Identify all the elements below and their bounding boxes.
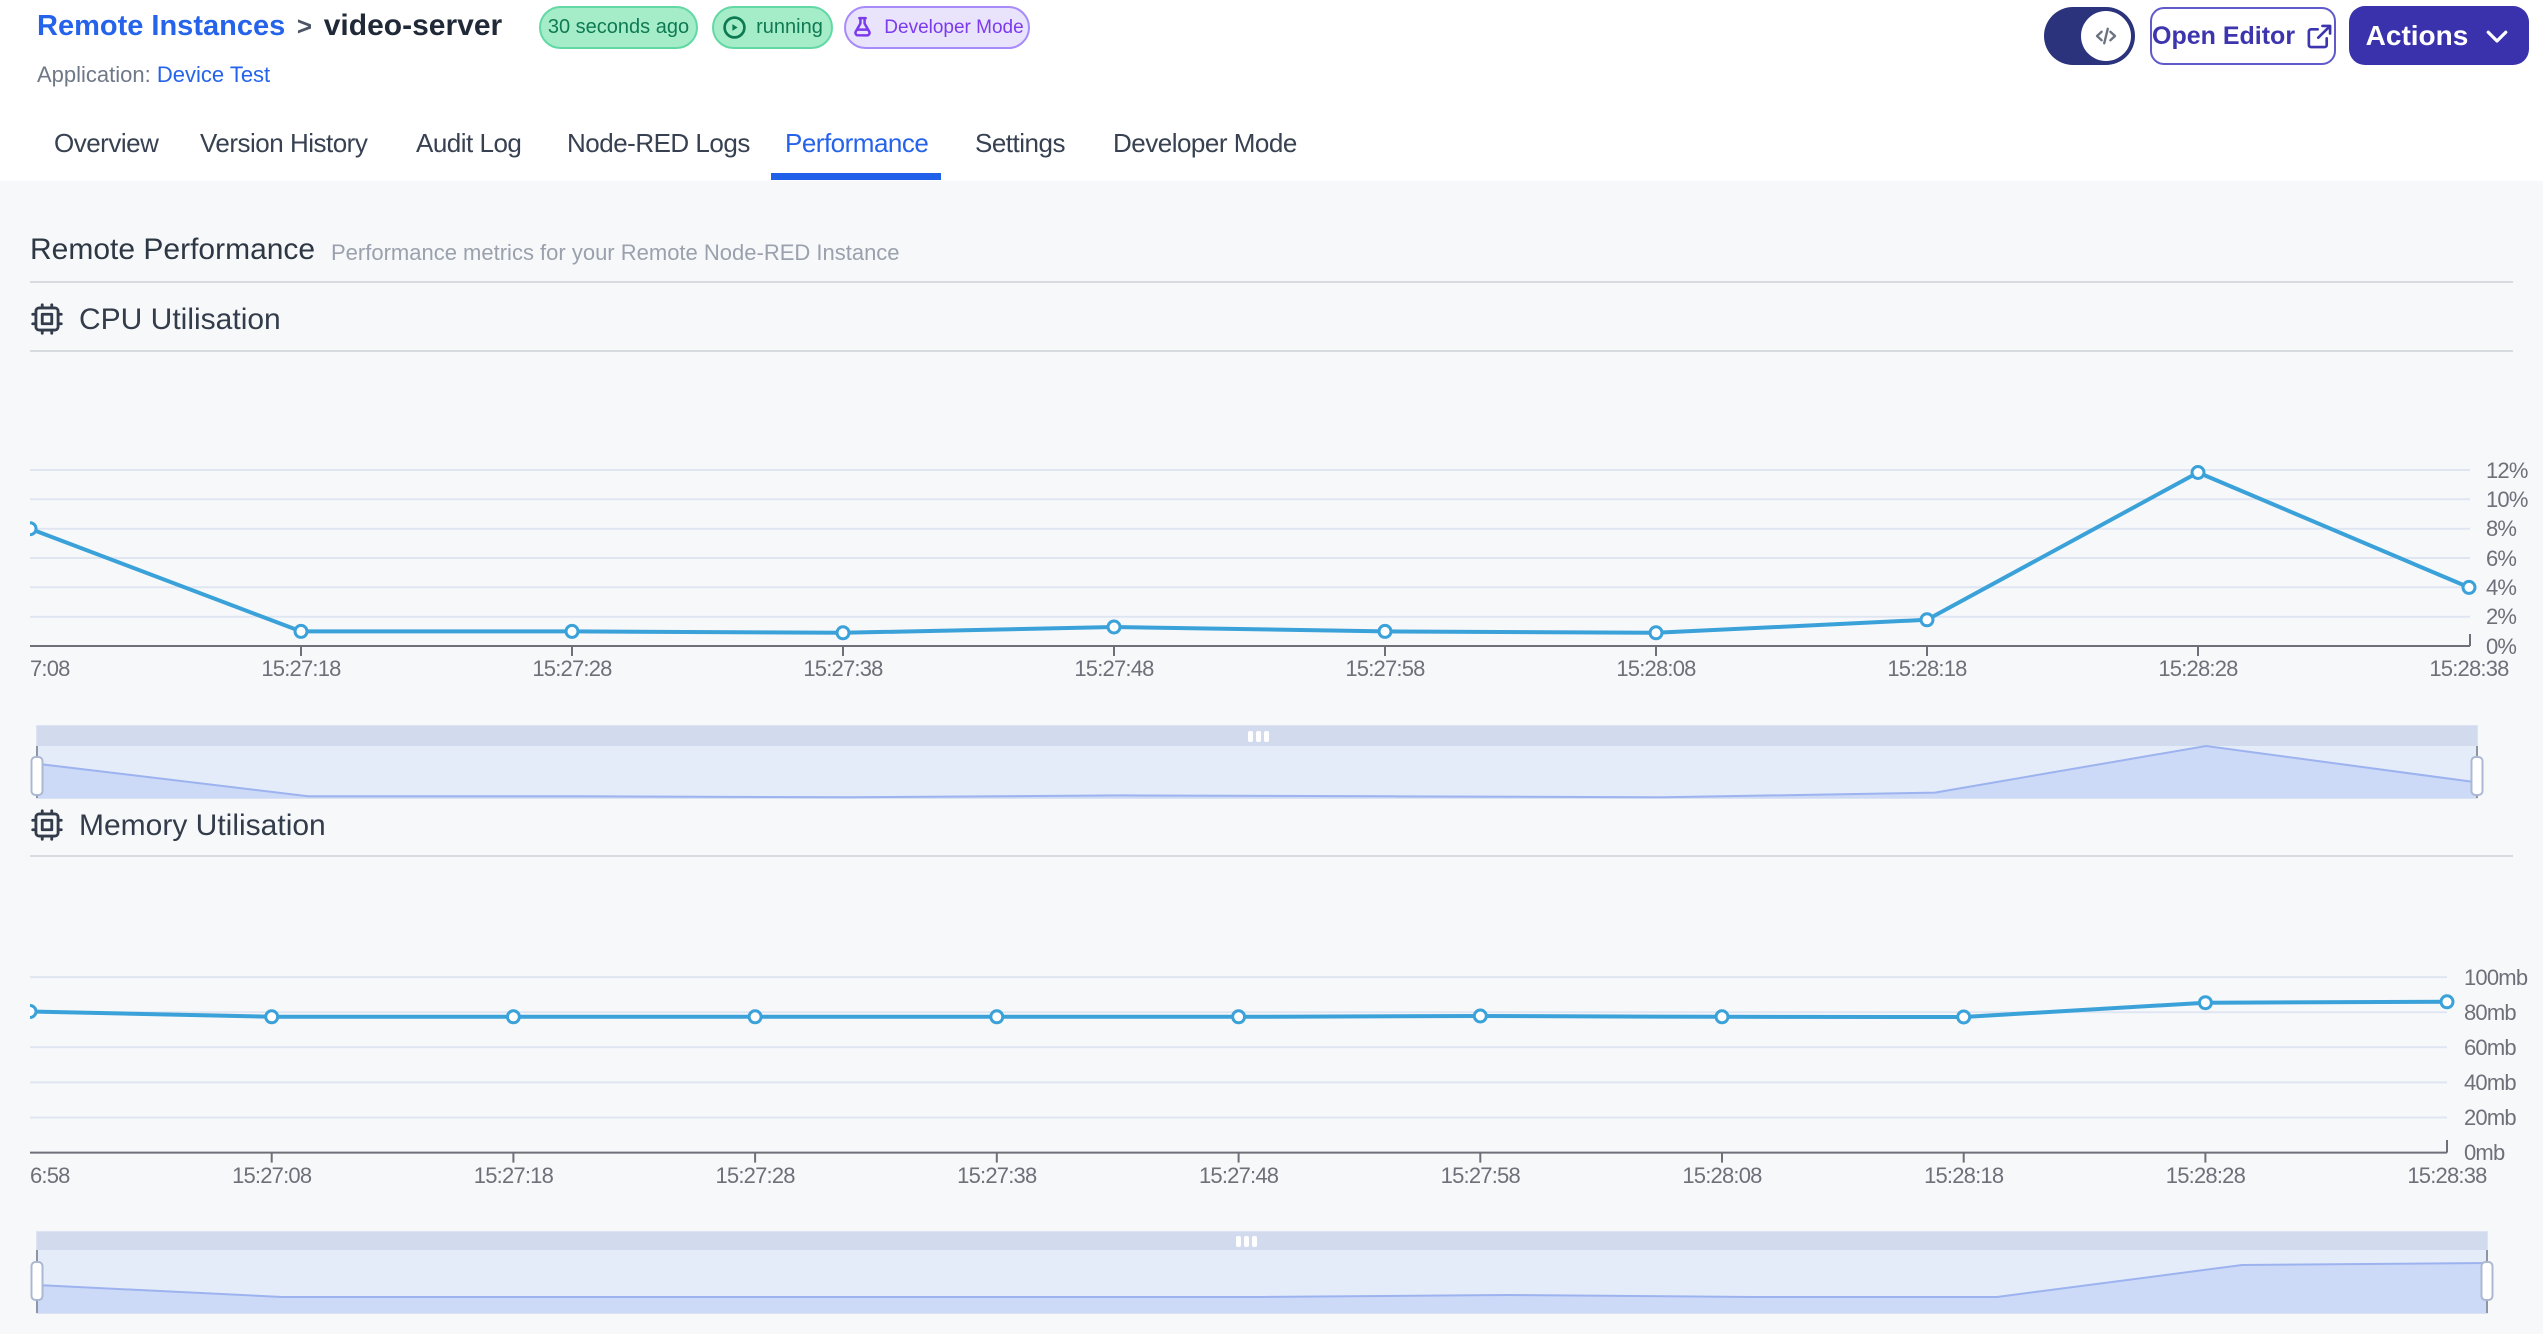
svg-text:15:28:28: 15:28:28: [2166, 1163, 2246, 1188]
svg-text:10%: 10%: [2486, 487, 2528, 512]
svg-text:15:28:38: 15:28:38: [2407, 1163, 2487, 1188]
svg-text:15:28:08: 15:28:08: [1682, 1163, 1762, 1188]
svg-text:15:27:18: 15:27:18: [474, 1163, 554, 1188]
svg-text:15:28:28: 15:28:28: [2158, 656, 2238, 681]
svg-text:40mb: 40mb: [2464, 1070, 2516, 1095]
svg-text:8%: 8%: [2486, 516, 2516, 541]
svg-text:15:27:28: 15:27:28: [715, 1163, 795, 1188]
svg-text:2%: 2%: [2486, 604, 2516, 629]
svg-text:15:27:58: 15:27:58: [1345, 656, 1425, 681]
svg-text:60mb: 60mb: [2464, 1035, 2516, 1060]
svg-text:80mb: 80mb: [2464, 1000, 2516, 1025]
svg-text:12%: 12%: [2486, 458, 2528, 483]
svg-text:15:27:08: 15:27:08: [232, 1163, 312, 1188]
svg-text:15:26:58: 15:26:58: [0, 1163, 70, 1188]
svg-text:15:28:38: 15:28:38: [2429, 656, 2509, 681]
svg-text:15:27:08: 15:27:08: [0, 656, 70, 681]
svg-text:15:27:48: 15:27:48: [1074, 656, 1154, 681]
svg-text:15:27:28: 15:27:28: [532, 656, 612, 681]
svg-text:15:27:58: 15:27:58: [1441, 1163, 1521, 1188]
svg-text:15:27:38: 15:27:38: [803, 656, 883, 681]
svg-text:15:27:38: 15:27:38: [957, 1163, 1037, 1188]
svg-text:15:28:18: 15:28:18: [1924, 1163, 2004, 1188]
svg-text:6%: 6%: [2486, 546, 2516, 571]
svg-text:4%: 4%: [2486, 575, 2516, 600]
svg-text:0%: 0%: [2486, 634, 2516, 659]
svg-text:0mb: 0mb: [2464, 1140, 2505, 1165]
svg-text:15:27:18: 15:27:18: [261, 656, 341, 681]
svg-text:20mb: 20mb: [2464, 1105, 2516, 1130]
svg-text:15:28:08: 15:28:08: [1616, 656, 1696, 681]
svg-text:100mb: 100mb: [2464, 965, 2528, 990]
svg-text:15:28:18: 15:28:18: [1887, 656, 1967, 681]
svg-text:15:27:48: 15:27:48: [1199, 1163, 1279, 1188]
